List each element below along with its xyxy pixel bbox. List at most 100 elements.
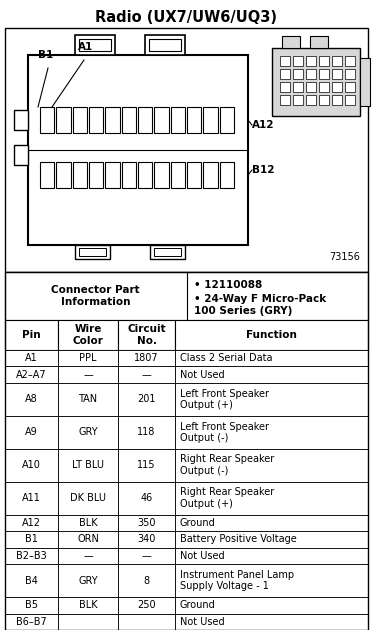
Bar — [5, 531, 58, 547]
Bar — [319, 69, 329, 79]
Bar — [171, 107, 185, 133]
Bar — [280, 95, 290, 105]
Bar — [306, 82, 316, 92]
Text: Connector Part
Information: Connector Part Information — [51, 285, 140, 307]
Text: 1807: 1807 — [134, 353, 159, 364]
Bar — [175, 449, 368, 482]
Bar — [58, 597, 118, 614]
Text: 201: 201 — [137, 394, 156, 404]
Bar — [58, 416, 118, 449]
Bar — [89, 162, 103, 188]
Bar — [5, 320, 58, 350]
Bar — [40, 162, 54, 188]
Bar — [345, 95, 355, 105]
Text: 46: 46 — [140, 493, 153, 503]
Bar — [58, 367, 118, 383]
Text: Left Front Speaker
Output (+): Left Front Speaker Output (+) — [180, 389, 269, 410]
Bar — [5, 564, 58, 597]
Bar — [5, 416, 58, 449]
Bar — [220, 162, 234, 188]
Bar — [58, 547, 118, 564]
Bar — [203, 162, 218, 188]
Bar — [118, 383, 175, 416]
Text: A8: A8 — [25, 394, 38, 404]
Text: A12: A12 — [252, 120, 275, 130]
Bar — [293, 82, 303, 92]
Text: BLK: BLK — [79, 518, 97, 528]
Bar — [58, 383, 118, 416]
Bar — [332, 69, 342, 79]
Text: Right Rear Speaker
Output (-): Right Rear Speaker Output (-) — [180, 454, 274, 476]
Text: Not Used: Not Used — [180, 617, 225, 627]
Text: A11: A11 — [22, 493, 41, 503]
Bar — [58, 515, 118, 531]
Bar — [14, 110, 28, 130]
Bar — [175, 350, 368, 367]
Text: B1: B1 — [38, 50, 53, 60]
Text: Class 2 Serial Data: Class 2 Serial Data — [180, 353, 273, 364]
Bar — [293, 69, 303, 79]
Bar — [306, 56, 316, 66]
Bar — [118, 564, 175, 597]
Bar — [149, 39, 181, 51]
Bar — [154, 162, 169, 188]
Bar — [345, 56, 355, 66]
Bar — [175, 531, 368, 547]
Bar — [118, 416, 175, 449]
Bar — [345, 69, 355, 79]
Bar — [5, 547, 58, 564]
Bar — [175, 383, 368, 416]
Bar — [56, 107, 70, 133]
Bar — [5, 449, 58, 482]
Text: Pin: Pin — [22, 330, 41, 340]
Text: Radio (UX7/UW6/UQ3): Radio (UX7/UW6/UQ3) — [95, 10, 277, 25]
Bar — [5, 28, 368, 272]
Bar — [73, 162, 87, 188]
Bar — [79, 248, 106, 256]
Text: 115: 115 — [137, 461, 156, 470]
Bar — [282, 36, 300, 48]
Bar — [280, 82, 290, 92]
Bar — [293, 95, 303, 105]
Text: LT BLU: LT BLU — [72, 461, 104, 470]
Text: Function: Function — [246, 330, 297, 340]
Text: —: — — [142, 551, 151, 561]
Text: TAN: TAN — [78, 394, 98, 404]
Bar — [5, 597, 58, 614]
Bar — [118, 614, 175, 630]
Bar — [319, 95, 329, 105]
Text: Instrument Panel Lamp
Supply Voltage - 1: Instrument Panel Lamp Supply Voltage - 1 — [180, 570, 294, 592]
Text: GRY: GRY — [78, 427, 98, 437]
Bar — [332, 56, 342, 66]
Bar — [79, 39, 111, 51]
Bar — [14, 145, 28, 165]
Text: —: — — [142, 370, 151, 380]
Text: BLK: BLK — [79, 600, 97, 610]
Bar — [310, 36, 328, 48]
Bar — [5, 515, 58, 531]
Text: Not Used: Not Used — [180, 370, 225, 380]
Bar — [150, 245, 185, 259]
Bar — [319, 56, 329, 66]
Bar — [122, 107, 136, 133]
Text: Right Rear Speaker
Output (+): Right Rear Speaker Output (+) — [180, 488, 274, 509]
Bar — [122, 162, 136, 188]
Bar — [105, 107, 120, 133]
Bar — [220, 107, 234, 133]
Bar — [118, 597, 175, 614]
Bar — [75, 35, 115, 55]
Text: Left Front Speaker
Output (-): Left Front Speaker Output (-) — [180, 421, 269, 443]
Bar — [293, 56, 303, 66]
Bar — [138, 107, 152, 133]
Text: 73156: 73156 — [329, 252, 360, 262]
Text: DK BLU: DK BLU — [70, 493, 106, 503]
Text: 250: 250 — [137, 600, 156, 610]
Bar — [118, 320, 175, 350]
Bar — [154, 107, 169, 133]
Bar — [105, 162, 120, 188]
Text: A1: A1 — [25, 353, 38, 364]
Bar — [5, 272, 368, 320]
Bar — [58, 449, 118, 482]
Bar — [28, 55, 248, 245]
Bar — [332, 95, 342, 105]
